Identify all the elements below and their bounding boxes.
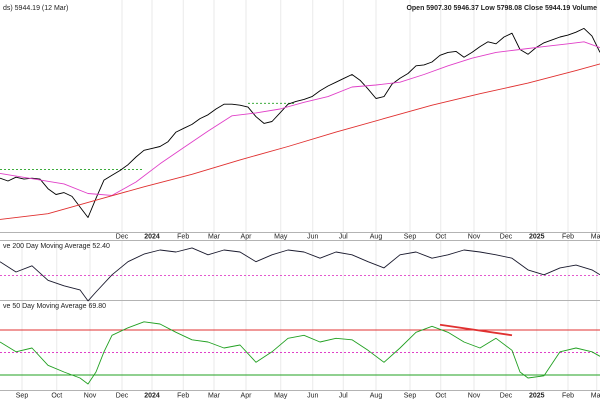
series-line bbox=[0, 41, 600, 196]
plot-area bbox=[0, 27, 600, 385]
chart-title: ds) 5944.19 (12 Mar) bbox=[3, 5, 68, 12]
x-tick-label: May bbox=[274, 233, 288, 240]
x-tick-label: Sep bbox=[404, 233, 417, 240]
x-tick-label: Apr bbox=[241, 392, 253, 399]
x-tick-label: 2024 bbox=[144, 233, 160, 240]
x-tick-label: Aug bbox=[370, 392, 383, 399]
series-line bbox=[0, 321, 600, 385]
x-tick-label: May bbox=[274, 392, 288, 399]
x-tick-label: Mar bbox=[591, 233, 600, 240]
x-tick-label: Nov bbox=[468, 392, 481, 399]
x-tick-label: Feb bbox=[562, 233, 574, 240]
x-tick-label: Mar bbox=[208, 392, 221, 399]
x-tick-label: Oct bbox=[435, 233, 446, 240]
x-tick-label: Jul bbox=[339, 233, 348, 240]
x-tick-label: Feb bbox=[177, 392, 189, 399]
x-tick-label: Aug bbox=[370, 233, 383, 240]
x-tick-label: Jul bbox=[339, 392, 348, 399]
x-tick-label: Dec bbox=[116, 392, 129, 399]
x-tick-label: Mar bbox=[208, 233, 221, 240]
x-tick-label: Mar bbox=[591, 392, 600, 399]
x-tick-label: Dec bbox=[116, 233, 129, 240]
trend-line bbox=[439, 323, 513, 337]
panel-title: ve 200 Day Moving Average 52.40 bbox=[3, 243, 110, 250]
series-line bbox=[0, 27, 600, 218]
x-tick-label: 2025 bbox=[529, 233, 545, 240]
panel-title: ve 50 Day Moving Average 69.80 bbox=[3, 303, 106, 310]
price-info: Open 5907.30 5946.37 Low 5798.08 Close 5… bbox=[406, 5, 597, 12]
x-tick-label: 2025 bbox=[529, 392, 545, 399]
x-tick-label: Feb bbox=[562, 392, 574, 399]
x-tick-label: Oct bbox=[435, 392, 446, 399]
series-line bbox=[0, 247, 600, 302]
x-tick-label: Jun bbox=[307, 233, 318, 240]
x-tick-label: Jun bbox=[307, 392, 318, 399]
x-tick-label: Oct bbox=[51, 392, 62, 399]
x-tick-label: Sep bbox=[16, 392, 29, 399]
x-tick-label: 2024 bbox=[144, 392, 160, 399]
grid bbox=[21, 0, 598, 390]
x-tick-label: Dec bbox=[500, 392, 513, 399]
x-tick-label: Sep bbox=[404, 392, 417, 399]
x-tick-label: Nov bbox=[468, 233, 481, 240]
x-tick-label: Nov bbox=[84, 392, 97, 399]
x-tick-label: Dec bbox=[500, 233, 513, 240]
series-line bbox=[0, 63, 600, 220]
x-tick-label: Feb bbox=[177, 233, 189, 240]
x-tick-label: Apr bbox=[241, 233, 253, 240]
